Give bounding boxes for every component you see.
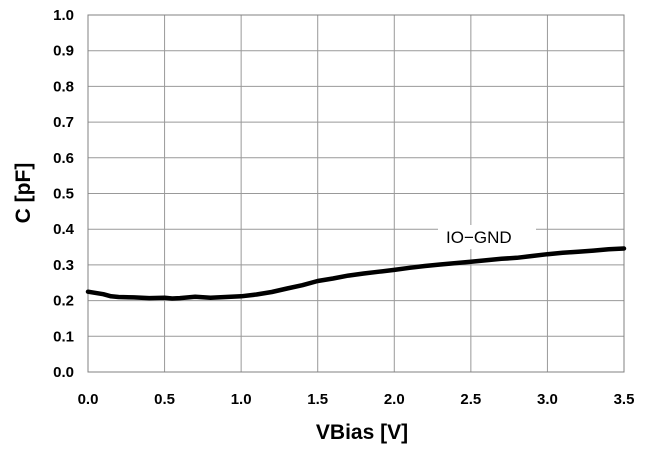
y-tick-label: 0.8 (53, 78, 74, 95)
x-tick-label: 2.5 (460, 391, 481, 408)
y-tick-label: 0.2 (53, 293, 74, 310)
y-tick-label: 0.4 (53, 221, 75, 238)
x-tick-label: 3.0 (537, 391, 558, 408)
x-tick-labels: 0.0 0.5 1.0 1.5 2.0 2.5 3.0 3.5 (78, 391, 635, 408)
grid (87, 14, 625, 373)
series-line-io-gnd (85, 246, 627, 301)
x-tick-label: 2.0 (384, 391, 405, 408)
y-tick-label: 0.5 (53, 186, 74, 203)
y-tick-label: 0.0 (53, 364, 74, 381)
y-axis-title: C [pF] (12, 163, 35, 224)
x-tick-label: 1.5 (307, 391, 328, 408)
plot-area-frame (87, 14, 625, 373)
y-tick-labels: 0.0 0.1 0.2 0.3 0.4 0.5 0.6 0.7 0.8 0.9 1.0 (53, 7, 75, 381)
y-tick-label: 0.6 (53, 150, 74, 167)
x-axis-title: VBias [V] (316, 421, 408, 444)
y-tick-label: 1.0 (53, 7, 74, 24)
y-tick-label: 0.7 (53, 114, 74, 131)
annotation-background (438, 225, 536, 249)
y-tick-label: 0.3 (53, 257, 74, 274)
y-tick-label: 0.9 (53, 43, 74, 60)
x-tick-label: 0.0 (78, 391, 99, 408)
series-annotation-label: IO−GND (446, 228, 512, 247)
x-tick-label: 3.5 (614, 391, 635, 408)
x-tick-label: 1.0 (231, 391, 252, 408)
x-tick-label: 0.5 (154, 391, 175, 408)
y-tick-label: 0.1 (53, 328, 74, 345)
